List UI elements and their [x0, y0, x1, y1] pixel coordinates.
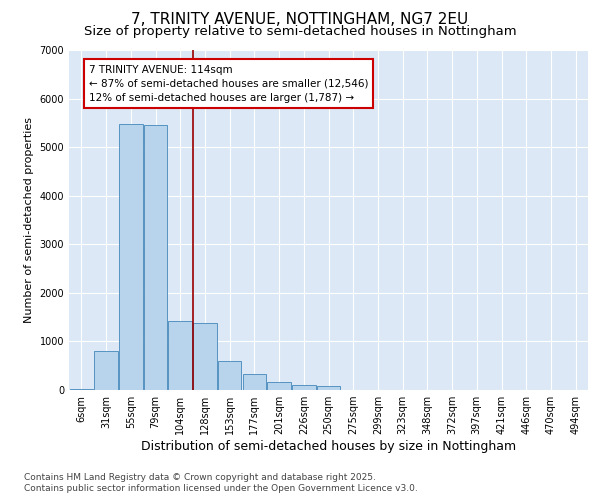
- Text: Contains HM Land Registry data © Crown copyright and database right 2025.: Contains HM Land Registry data © Crown c…: [24, 472, 376, 482]
- Bar: [169, 321, 192, 390]
- Bar: [119, 124, 143, 390]
- Bar: [94, 351, 118, 390]
- Bar: [144, 126, 167, 390]
- Text: 7, TRINITY AVENUE, NOTTINGHAM, NG7 2EU: 7, TRINITY AVENUE, NOTTINGHAM, NG7 2EU: [131, 12, 469, 28]
- Bar: [218, 361, 241, 390]
- Bar: [242, 374, 266, 390]
- Text: Size of property relative to semi-detached houses in Nottingham: Size of property relative to semi-detach…: [83, 25, 517, 38]
- Bar: [193, 324, 217, 390]
- X-axis label: Distribution of semi-detached houses by size in Nottingham: Distribution of semi-detached houses by …: [141, 440, 516, 453]
- Y-axis label: Number of semi-detached properties: Number of semi-detached properties: [24, 117, 34, 323]
- Bar: [268, 382, 291, 390]
- Text: Contains public sector information licensed under the Open Government Licence v3: Contains public sector information licen…: [24, 484, 418, 493]
- Text: 7 TRINITY AVENUE: 114sqm
← 87% of semi-detached houses are smaller (12,546)
12% : 7 TRINITY AVENUE: 114sqm ← 87% of semi-d…: [89, 64, 368, 102]
- Bar: [292, 385, 316, 390]
- Bar: [317, 386, 340, 390]
